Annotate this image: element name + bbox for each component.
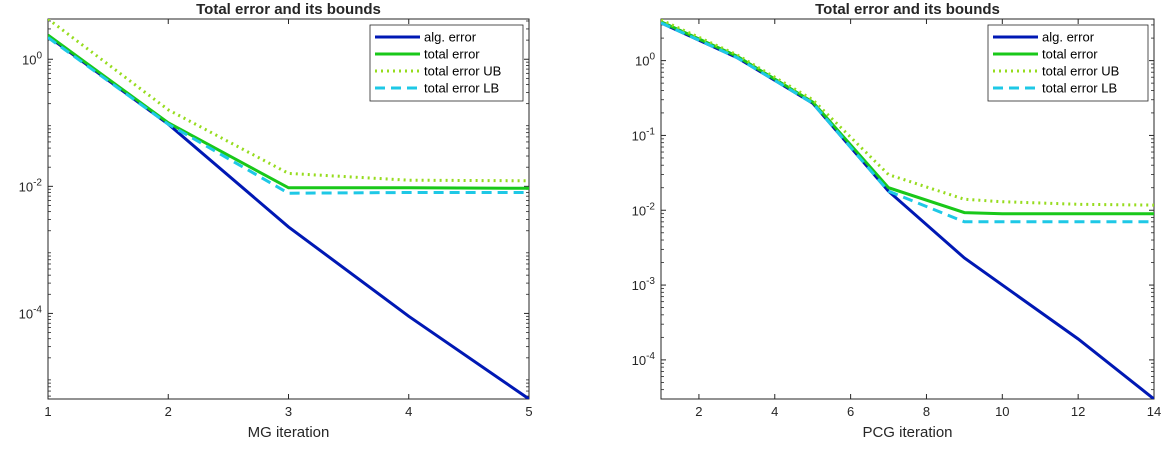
series-line-total-error-lb <box>48 36 529 195</box>
y-tick-base: 10 <box>635 54 649 69</box>
y-tick-label: 10-3 <box>632 276 656 293</box>
y-tick-label: 100 <box>22 50 42 67</box>
y-tick-label: 10-1 <box>632 126 656 143</box>
x-axis-label: MG iteration <box>248 424 330 441</box>
y-tick-base: 10 <box>632 128 646 143</box>
y-tick-exponent: -1 <box>646 126 655 137</box>
legend: alg. error total error total error UB total… <box>987 24 1149 102</box>
y-tick-base: 10 <box>632 203 646 218</box>
y-tick-base: 10 <box>632 353 646 368</box>
x-tick-label: 8 <box>923 404 930 419</box>
x-tick-label: 6 <box>847 404 854 419</box>
legend-entry-label: total error LB <box>424 81 499 96</box>
y-tick-base: 10 <box>632 278 646 293</box>
y-tick-exponent: -4 <box>646 351 655 362</box>
legend-entry-label: total error <box>1042 47 1098 62</box>
y-tick-exponent: -2 <box>33 177 42 188</box>
y-tick-base: 10 <box>22 52 36 67</box>
y-tick-exponent: 0 <box>36 50 42 61</box>
y-tick-exponent: -3 <box>646 276 655 287</box>
x-tick-label: 1 <box>44 404 51 419</box>
legend-entry-label: total error UB <box>424 64 501 79</box>
legend-entry-label: alg. error <box>1042 30 1095 45</box>
x-tick-label: 2 <box>165 404 172 419</box>
x-tick-label: 5 <box>525 404 532 419</box>
y-tick-base: 10 <box>19 179 33 194</box>
y-tick-base: 10 <box>19 306 33 321</box>
chart-title: Total error and its bounds <box>196 1 381 18</box>
y-tick-exponent: -2 <box>646 201 655 212</box>
chart-title: Total error and its bounds <box>815 1 1000 18</box>
x-tick-label: 2 <box>695 404 702 419</box>
x-tick-label: 4 <box>771 404 778 419</box>
series-line-total-error-lb <box>661 21 1154 224</box>
legend-entry-label: total error LB <box>1042 81 1117 96</box>
legend-entry-label: alg. error <box>424 30 477 45</box>
y-tick-label: 10-4 <box>19 304 43 321</box>
x-tick-label: 10 <box>995 404 1009 419</box>
legend: alg. error total error total error UB total… <box>369 24 524 102</box>
legend-entry-label: total error <box>424 47 480 62</box>
legend-entry-label: total error UB <box>1042 64 1119 79</box>
series-line-total-error-ub <box>661 19 1154 207</box>
y-tick-label: 10-4 <box>632 351 656 368</box>
x-tick-label: 3 <box>285 404 292 419</box>
x-axis-label: PCG iteration <box>862 424 952 441</box>
y-tick-exponent: -4 <box>33 304 42 315</box>
x-tick-label: 14 <box>1147 404 1161 419</box>
y-tick-label: 10-2 <box>19 177 43 194</box>
y-tick-label: 10-2 <box>632 201 656 218</box>
y-tick-label: 100 <box>635 52 655 69</box>
y-tick-exponent: 0 <box>649 52 655 63</box>
x-tick-label: 12 <box>1071 404 1085 419</box>
x-tick-label: 4 <box>405 404 412 419</box>
